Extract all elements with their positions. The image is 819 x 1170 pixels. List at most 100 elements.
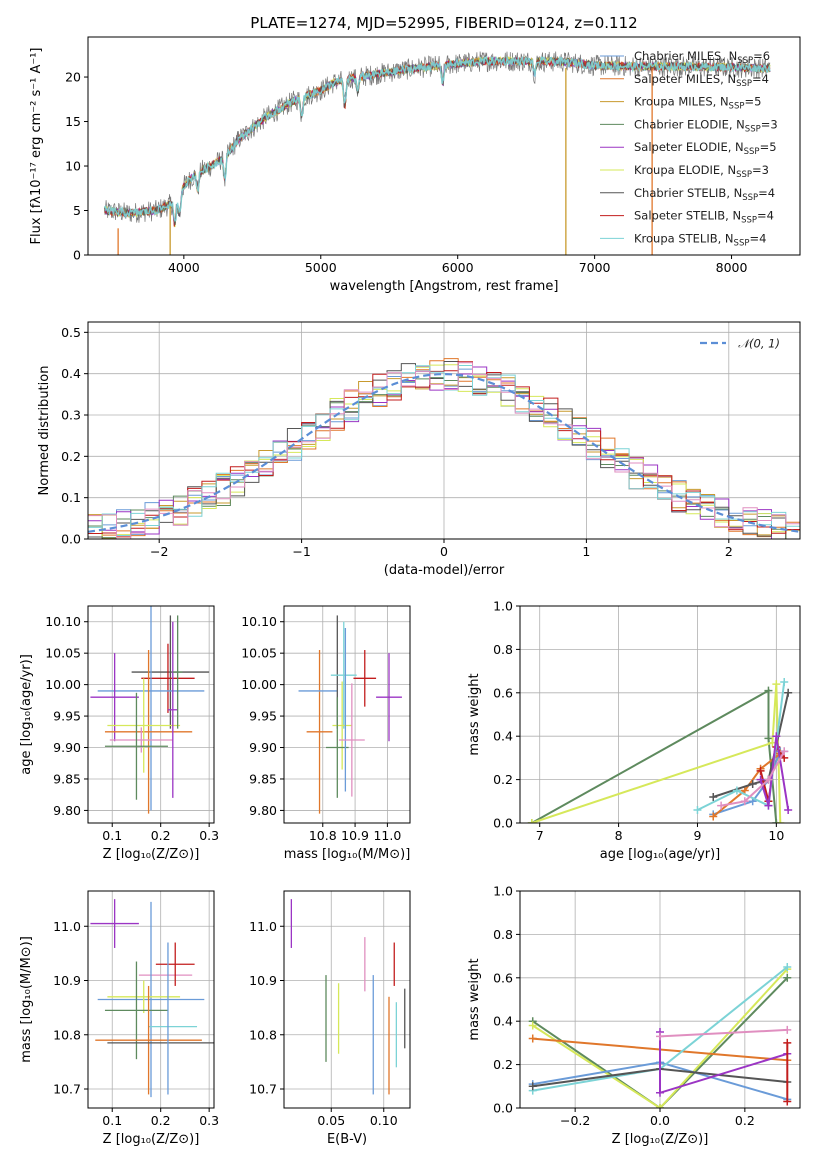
- x-axis-label: Z [log₁₀(Z/Z⊙)]: [103, 847, 200, 862]
- y-tick-label: 10.8: [53, 1027, 81, 1042]
- weight-marker: [776, 819, 785, 823]
- y-tick-label: 0.2: [61, 449, 81, 464]
- legend-label: Kroupa ELODIE, NSSP=3: [634, 163, 769, 180]
- weight-marker: [756, 766, 765, 775]
- axes-frame: [87, 890, 215, 1109]
- x-axis-label: wavelength [Angstrom, rest frame]: [330, 279, 559, 294]
- y-tick-label: 9.90: [53, 740, 81, 755]
- y-tick-label: 10.7: [53, 1082, 81, 1097]
- y-tick-label: 11.0: [53, 919, 81, 934]
- x-tick-label: 10.9: [341, 828, 369, 843]
- x-tick-label: 7: [536, 828, 544, 843]
- x-tick-label: −2: [150, 544, 168, 559]
- y-tick-label: 0.1: [61, 490, 81, 505]
- weight-line: [659, 1028, 788, 1038]
- x-tick-label: 0.2: [151, 828, 171, 843]
- legend-label: 𝒩(0, 1): [738, 337, 780, 351]
- weight-marker: [764, 686, 773, 695]
- y-tick-label: 0.0: [493, 1101, 513, 1116]
- x-tick-label: 0.2: [151, 1113, 171, 1128]
- weight-marker: [780, 677, 789, 686]
- y-tick-label: 9.95: [53, 709, 81, 724]
- x-tick-label: 7000: [579, 260, 611, 275]
- weight-marker: [784, 688, 793, 697]
- x-tick-label: 0.3: [199, 828, 219, 843]
- panel-mass_weight_vs_Z: −0.2 0.0 0.2 0.0 0.2 0.4 0.6 0.8 1.0 Z [log₁₀(Z/Z…: [467, 884, 801, 1147]
- y-tick-label: 10.9: [249, 973, 277, 988]
- y-tick-label: 0.5: [61, 325, 81, 340]
- x-tick-label: 0.05: [317, 1113, 345, 1128]
- plot-area-mass_weight_vs_Z: [528, 962, 792, 1108]
- panel-mass_vs_Z: 0.1 0.2 0.3 10.7 10.8 10.9 11.0 Z [log₁₀(Z/Z⊙)]…: [19, 890, 219, 1147]
- chart-title: PLATE=1274, MJD=52995, FIBERID=0124, z=0…: [250, 14, 637, 32]
- x-tick-label: 1: [582, 544, 590, 559]
- legend-label: Salpeter MILES, NSSP=4: [634, 72, 769, 89]
- x-tick-label: 0.0: [650, 1113, 670, 1128]
- x-tick-label: −1: [292, 544, 310, 559]
- y-tick-label: 0.6: [493, 685, 513, 700]
- legend-label: Kroupa STELIB, NSSP=4: [634, 231, 766, 248]
- y-tick-label: 0: [73, 248, 81, 263]
- x-tick-label: −0.2: [560, 1113, 590, 1128]
- legend-label: Salpeter STELIB, NSSP=4: [634, 209, 774, 226]
- x-tick-label: 0: [440, 544, 448, 559]
- plot-area-spectrum: [103, 51, 771, 255]
- y-tick-label: 0.0: [61, 532, 81, 547]
- weight-marker: [772, 819, 781, 823]
- x-tick-label: 0.3: [199, 1113, 219, 1128]
- weight-marker: [783, 1097, 792, 1106]
- y-tick-label: 1.0: [493, 599, 513, 614]
- y-tick-label: 0.2: [493, 1057, 513, 1072]
- weight-marker: [527, 819, 536, 823]
- y-tick-label: 0.4: [493, 729, 513, 744]
- weight-marker: [783, 1025, 792, 1034]
- y-tick-label: 10.9: [53, 973, 81, 988]
- panel-mass_vs_ebv: 0.05 0.10 10.7 10.8 10.9 11.0 E(B-V): [249, 890, 411, 1147]
- weight-marker: [756, 775, 765, 784]
- x-tick-label: 6000: [442, 260, 474, 275]
- x-tick-label: 9: [693, 828, 701, 843]
- weight-marker: [709, 812, 718, 821]
- axes-frame: [87, 36, 801, 256]
- axes-frame: [519, 605, 801, 824]
- weight-marker: [656, 1088, 664, 1097]
- panel-residuals: −2 −1 0 1 2 0.0 0.1 0.2 0.3 0.4 0.5 (data-model)/er…: [37, 321, 801, 578]
- y-tick-label: 10.10: [241, 614, 277, 629]
- y-tick-label: 0.8: [493, 642, 513, 657]
- x-tick-label: 8: [615, 828, 623, 843]
- weight-marker: [772, 732, 781, 741]
- y-tick-label: 0.4: [493, 1014, 513, 1029]
- weight-marker: [784, 805, 793, 814]
- y-tick-label: 20: [65, 70, 81, 85]
- x-axis-label: Z [log₁₀(Z/Z⊙)]: [612, 1132, 709, 1147]
- legend-label: Salpeter ELODIE, NSSP=5: [634, 140, 777, 157]
- weight-marker: [783, 1038, 792, 1047]
- weight-marker: [764, 801, 773, 810]
- weight-marker: [740, 797, 749, 806]
- y-axis-label: mass [log₁₀(M/M⊙)]: [19, 936, 34, 1063]
- axes-frame: [283, 605, 411, 824]
- gaussian-curve: [88, 372, 800, 533]
- x-tick-label: 8000: [716, 260, 748, 275]
- y-tick-label: 0.8: [493, 927, 513, 942]
- weight-marker: [764, 775, 773, 784]
- weight-marker: [656, 1104, 664, 1108]
- weight-marker: [693, 805, 702, 814]
- x-tick-label: 10: [768, 828, 784, 843]
- legend: Chabrier MILES, NSSP=6 Salpeter MILES, NS…: [600, 49, 778, 248]
- y-tick-label: 0.6: [493, 970, 513, 985]
- y-tick-label: 9.90: [249, 740, 277, 755]
- y-tick-label: 10.05: [241, 646, 277, 661]
- weight-marker: [783, 962, 792, 971]
- weight-marker: [656, 1032, 664, 1041]
- weight-marker: [740, 786, 749, 795]
- panel-age_vs_Z: 0.1 0.2 0.3 9.80 9.85 9.90 9.95 10.00 10.05 10.10…: [19, 605, 219, 862]
- weight-marker: [772, 680, 781, 689]
- weight-line: [532, 977, 789, 1108]
- legend-label: Chabrier MILES, NSSP=6: [634, 49, 770, 66]
- weight-marker: [717, 801, 726, 810]
- y-tick-label: 0.0: [493, 816, 513, 831]
- y-tick-label: 10.10: [45, 614, 81, 629]
- axes-frame: [87, 605, 215, 824]
